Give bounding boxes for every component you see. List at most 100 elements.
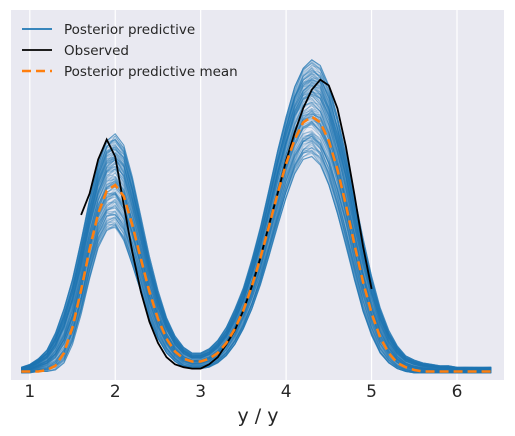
posterior-predictive-line — [21, 146, 492, 374]
posterior-predictive-line — [21, 83, 492, 370]
legend-label: Posterior predictive mean — [64, 64, 238, 80]
posterior-predictive-line — [21, 122, 492, 372]
posterior-predictive-line — [21, 69, 492, 370]
posterior-predictive-line — [21, 144, 492, 374]
posterior-predictive-line — [21, 142, 492, 374]
posterior-predictive-line — [21, 103, 492, 371]
legend-label: Observed — [64, 43, 129, 59]
posterior-predictive-line — [21, 81, 492, 370]
posterior-predictive-line — [21, 59, 492, 368]
x-tick-label: 4 — [281, 382, 292, 402]
posterior-predictive-line — [21, 91, 492, 370]
posterior-predictive-line — [21, 113, 492, 372]
posterior-predictive-line — [21, 101, 492, 370]
posterior-predictive-line — [21, 81, 492, 369]
posterior-predictive-line — [21, 79, 492, 369]
posterior-predictive-line — [21, 140, 492, 374]
posterior-predictive-line — [21, 93, 492, 370]
posterior-predictive-line — [21, 72, 492, 370]
posterior-predictive-line — [21, 89, 492, 370]
posterior-predictive-line — [21, 67, 492, 369]
posterior-predictive-line — [21, 88, 492, 370]
posterior-predictive-line — [21, 79, 492, 370]
posterior-predictive-line — [21, 86, 492, 370]
posterior-predictive-line — [21, 60, 492, 369]
posterior-predictive-line — [21, 141, 492, 374]
posterior-predictive-line — [21, 78, 492, 370]
posterior-predictive-mean-group — [21, 115, 492, 373]
posterior-predictive-line — [21, 62, 492, 369]
posterior-predictive-line — [21, 92, 492, 370]
posterior-predictive-line — [21, 121, 492, 372]
posterior-predictive-line — [21, 149, 492, 374]
posterior-predictive-line — [21, 91, 492, 370]
posterior-predictive-line — [21, 91, 492, 371]
posterior-predictive-line — [21, 71, 492, 370]
posterior-predictive-line — [21, 151, 492, 374]
posterior-predictive-line — [21, 64, 492, 369]
posterior-predictive-line — [21, 76, 492, 369]
posterior-predictive-line — [21, 81, 492, 370]
x-tick-labels: 1 2 3 4 5 6 — [24, 382, 462, 402]
posterior-predictive-line — [21, 97, 492, 370]
posterior-predictive-line — [21, 156, 492, 374]
posterior-predictive-line — [21, 59, 492, 369]
posterior-predictive-line — [21, 147, 492, 374]
posterior-predictive-line — [21, 135, 492, 374]
posterior-predictive-line — [21, 84, 492, 371]
posterior-predictive-line — [21, 79, 492, 370]
x-tick-label: 6 — [452, 382, 463, 402]
posterior-predictive-line — [21, 59, 492, 369]
posterior-predictive-line — [21, 69, 492, 369]
posterior-predictive-line — [21, 93, 492, 370]
posterior-predictive-line — [21, 70, 492, 369]
posterior-predictive-line — [21, 113, 492, 372]
posterior-predictive-line — [21, 87, 492, 370]
posterior-predictive-line — [21, 72, 492, 369]
plot-background — [11, 10, 504, 380]
posterior-predictive-line — [21, 97, 492, 370]
posterior-predictive-line — [21, 90, 492, 370]
posterior-predictive-line — [21, 73, 492, 370]
posterior-predictive-line — [21, 61, 492, 368]
posterior-predictive-line — [21, 80, 492, 369]
x-axis-label: y / y — [238, 405, 279, 427]
posterior-predictive-line — [21, 156, 492, 374]
posterior-predictive-line — [21, 77, 492, 370]
posterior-predictive-line — [21, 140, 492, 373]
posterior-predictive-line — [21, 104, 492, 371]
posterior-predictive-line — [21, 84, 492, 370]
legend-label: Posterior predictive — [64, 22, 195, 38]
posterior-predictive-line — [21, 62, 492, 369]
posterior-predictive-line — [21, 83, 492, 370]
posterior-predictive-line — [21, 101, 492, 370]
posterior-predictive-line — [21, 149, 492, 374]
posterior-predictive-mean-line — [21, 115, 492, 373]
posterior-predictive-line — [21, 59, 492, 369]
posterior-predictive-line — [21, 146, 492, 373]
posterior-predictive-line — [21, 149, 492, 373]
posterior-predictive-line — [21, 90, 492, 370]
x-tick-label: 2 — [110, 382, 121, 402]
posterior-predictive-line — [21, 73, 492, 369]
posterior-predictive-line — [21, 93, 492, 371]
posterior-predictive-line — [21, 81, 492, 371]
posterior-predictive-line — [21, 61, 492, 369]
x-tick-label: 3 — [195, 382, 206, 402]
x-tick-label: 1 — [24, 382, 35, 402]
posterior-predictive-line — [21, 70, 492, 368]
posterior-predictive-line — [21, 90, 492, 370]
posterior-predictive-line — [21, 156, 492, 374]
posterior-predictive-line — [21, 155, 492, 374]
posterior-predictive-line — [21, 141, 492, 373]
posterior-predictive-line — [21, 73, 492, 369]
posterior-predictive-line — [21, 147, 492, 374]
x-tick-label: 5 — [366, 382, 377, 402]
legend: Posterior predictive Observed Posterior pr… — [22, 22, 238, 80]
posterior-predictive-line — [21, 93, 492, 370]
posterior-predictive-line — [21, 75, 492, 369]
posterior-predictive-line — [21, 77, 492, 368]
posterior-predictive-line — [21, 74, 492, 369]
posterior-predictive-line — [21, 122, 492, 372]
